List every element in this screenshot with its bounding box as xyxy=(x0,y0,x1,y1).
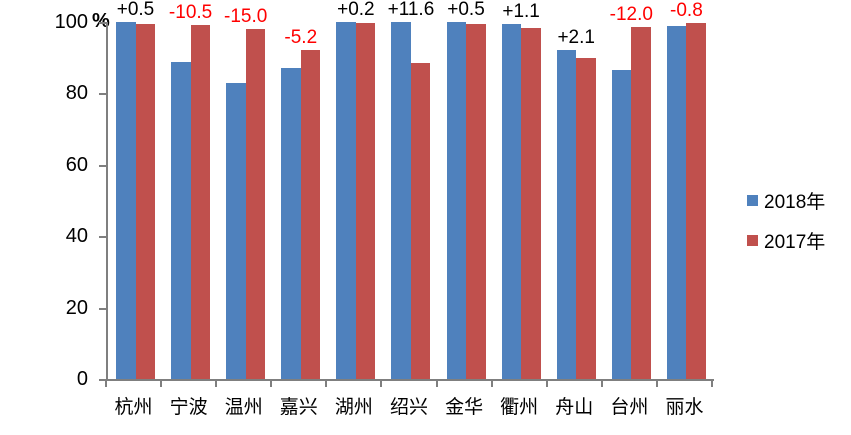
point-label: -15.0 xyxy=(224,6,268,28)
bar-2017年-舟山 xyxy=(576,57,596,379)
bar-2018年-温州 xyxy=(226,82,246,379)
bar-2018年-湖州 xyxy=(336,22,356,379)
x-category-label: 杭州 xyxy=(114,397,153,418)
x-category-label: 舟山 xyxy=(555,397,594,418)
x-tick-mark xyxy=(490,379,493,387)
bar-2018年-衢州 xyxy=(501,23,522,379)
x-category-label: 嘉兴 xyxy=(279,397,318,418)
x-category-label: 绍兴 xyxy=(389,397,428,418)
legend-swatch-icon xyxy=(747,235,758,246)
y-tick-mark xyxy=(99,379,106,381)
y-tick-mark xyxy=(99,22,106,24)
legend-label: 2018年 xyxy=(764,192,826,213)
bar-2018年-绍兴 xyxy=(391,22,411,379)
point-label: +0.5 xyxy=(116,0,155,20)
legend-label: 2017年 xyxy=(764,232,826,253)
bar-2018年-丽水 xyxy=(666,25,687,379)
bar-2017年-丽水 xyxy=(686,22,706,379)
point-label: +2.1 xyxy=(557,27,595,49)
x-tick-mark xyxy=(435,379,438,387)
x-category-label: 金华 xyxy=(445,397,484,418)
point-label: +0.5 xyxy=(447,0,485,20)
bar-2018年-台州 xyxy=(611,70,632,379)
bar-2018年-金华 xyxy=(446,22,467,379)
bar-2017年-金华 xyxy=(466,23,486,379)
bar-2017年-宁波 xyxy=(190,24,211,379)
x-tick-mark xyxy=(545,379,548,387)
point-label: +11.6 xyxy=(387,0,435,20)
x-category-label: 衢州 xyxy=(500,397,539,418)
bar-2018年-宁波 xyxy=(171,61,191,379)
y-tick-label: 100 xyxy=(54,11,88,33)
x-tick-mark xyxy=(380,379,383,387)
legend-item-2017年: 2017年 xyxy=(747,227,825,254)
bar-2017年-湖州 xyxy=(355,22,376,379)
y-tick-label: 20 xyxy=(65,296,88,319)
x-tick-mark xyxy=(600,379,603,387)
y-tick-label: 60 xyxy=(65,153,88,176)
point-label: -10.5 xyxy=(168,1,213,23)
x-tick-mark xyxy=(270,379,273,387)
y-tick-label: 0 xyxy=(76,368,88,390)
point-label: -5.2 xyxy=(284,26,318,48)
legend: 2018年 2017年 xyxy=(747,187,825,254)
bar-2017年-温州 xyxy=(245,29,266,379)
point-label: -0.8 xyxy=(670,0,703,21)
bar-2017年-嘉兴 xyxy=(300,49,321,379)
bar-2017年-杭州 xyxy=(135,23,155,379)
bar-2017年-台州 xyxy=(631,27,651,379)
x-tick-mark xyxy=(711,379,713,387)
legend-item-2018年: 2018年 xyxy=(747,187,825,214)
plot-area: +0.5 -10.5 -15.0 -5.2 +0.2 +11.6 +0.5 +1.1 +2.1-… xyxy=(106,0,714,381)
y-axis-unit-label: % xyxy=(92,10,110,32)
x-tick-mark xyxy=(325,379,328,387)
x-tick-mark xyxy=(655,379,658,387)
legend-swatch-icon xyxy=(747,195,758,206)
x-category-label: 丽水 xyxy=(665,397,704,418)
x-category-label: 温州 xyxy=(224,397,263,418)
bar-2017年-绍兴 xyxy=(410,63,431,379)
y-tick-label: 40 xyxy=(65,225,88,248)
point-label: -12.0 xyxy=(609,4,653,26)
x-category-label: 台州 xyxy=(610,397,649,418)
x-tick-mark xyxy=(215,379,218,387)
y-tick-label: 80 xyxy=(65,82,88,105)
y-tick-mark xyxy=(99,164,106,167)
point-label: +0.2 xyxy=(337,0,375,20)
x-category-label: 湖州 xyxy=(334,397,373,418)
x-category-label: 宁波 xyxy=(169,397,208,418)
bar-2018年-舟山 xyxy=(556,50,577,379)
point-label: +1.1 xyxy=(502,0,540,22)
y-tick-mark xyxy=(99,307,106,310)
bar-2018年-杭州 xyxy=(116,22,136,379)
x-tick-mark xyxy=(105,379,107,387)
bar-2018年-嘉兴 xyxy=(281,68,301,379)
y-tick-mark xyxy=(99,93,106,96)
bar-2017年-衢州 xyxy=(521,27,541,379)
y-tick-mark xyxy=(99,236,106,239)
x-tick-mark xyxy=(160,379,163,387)
